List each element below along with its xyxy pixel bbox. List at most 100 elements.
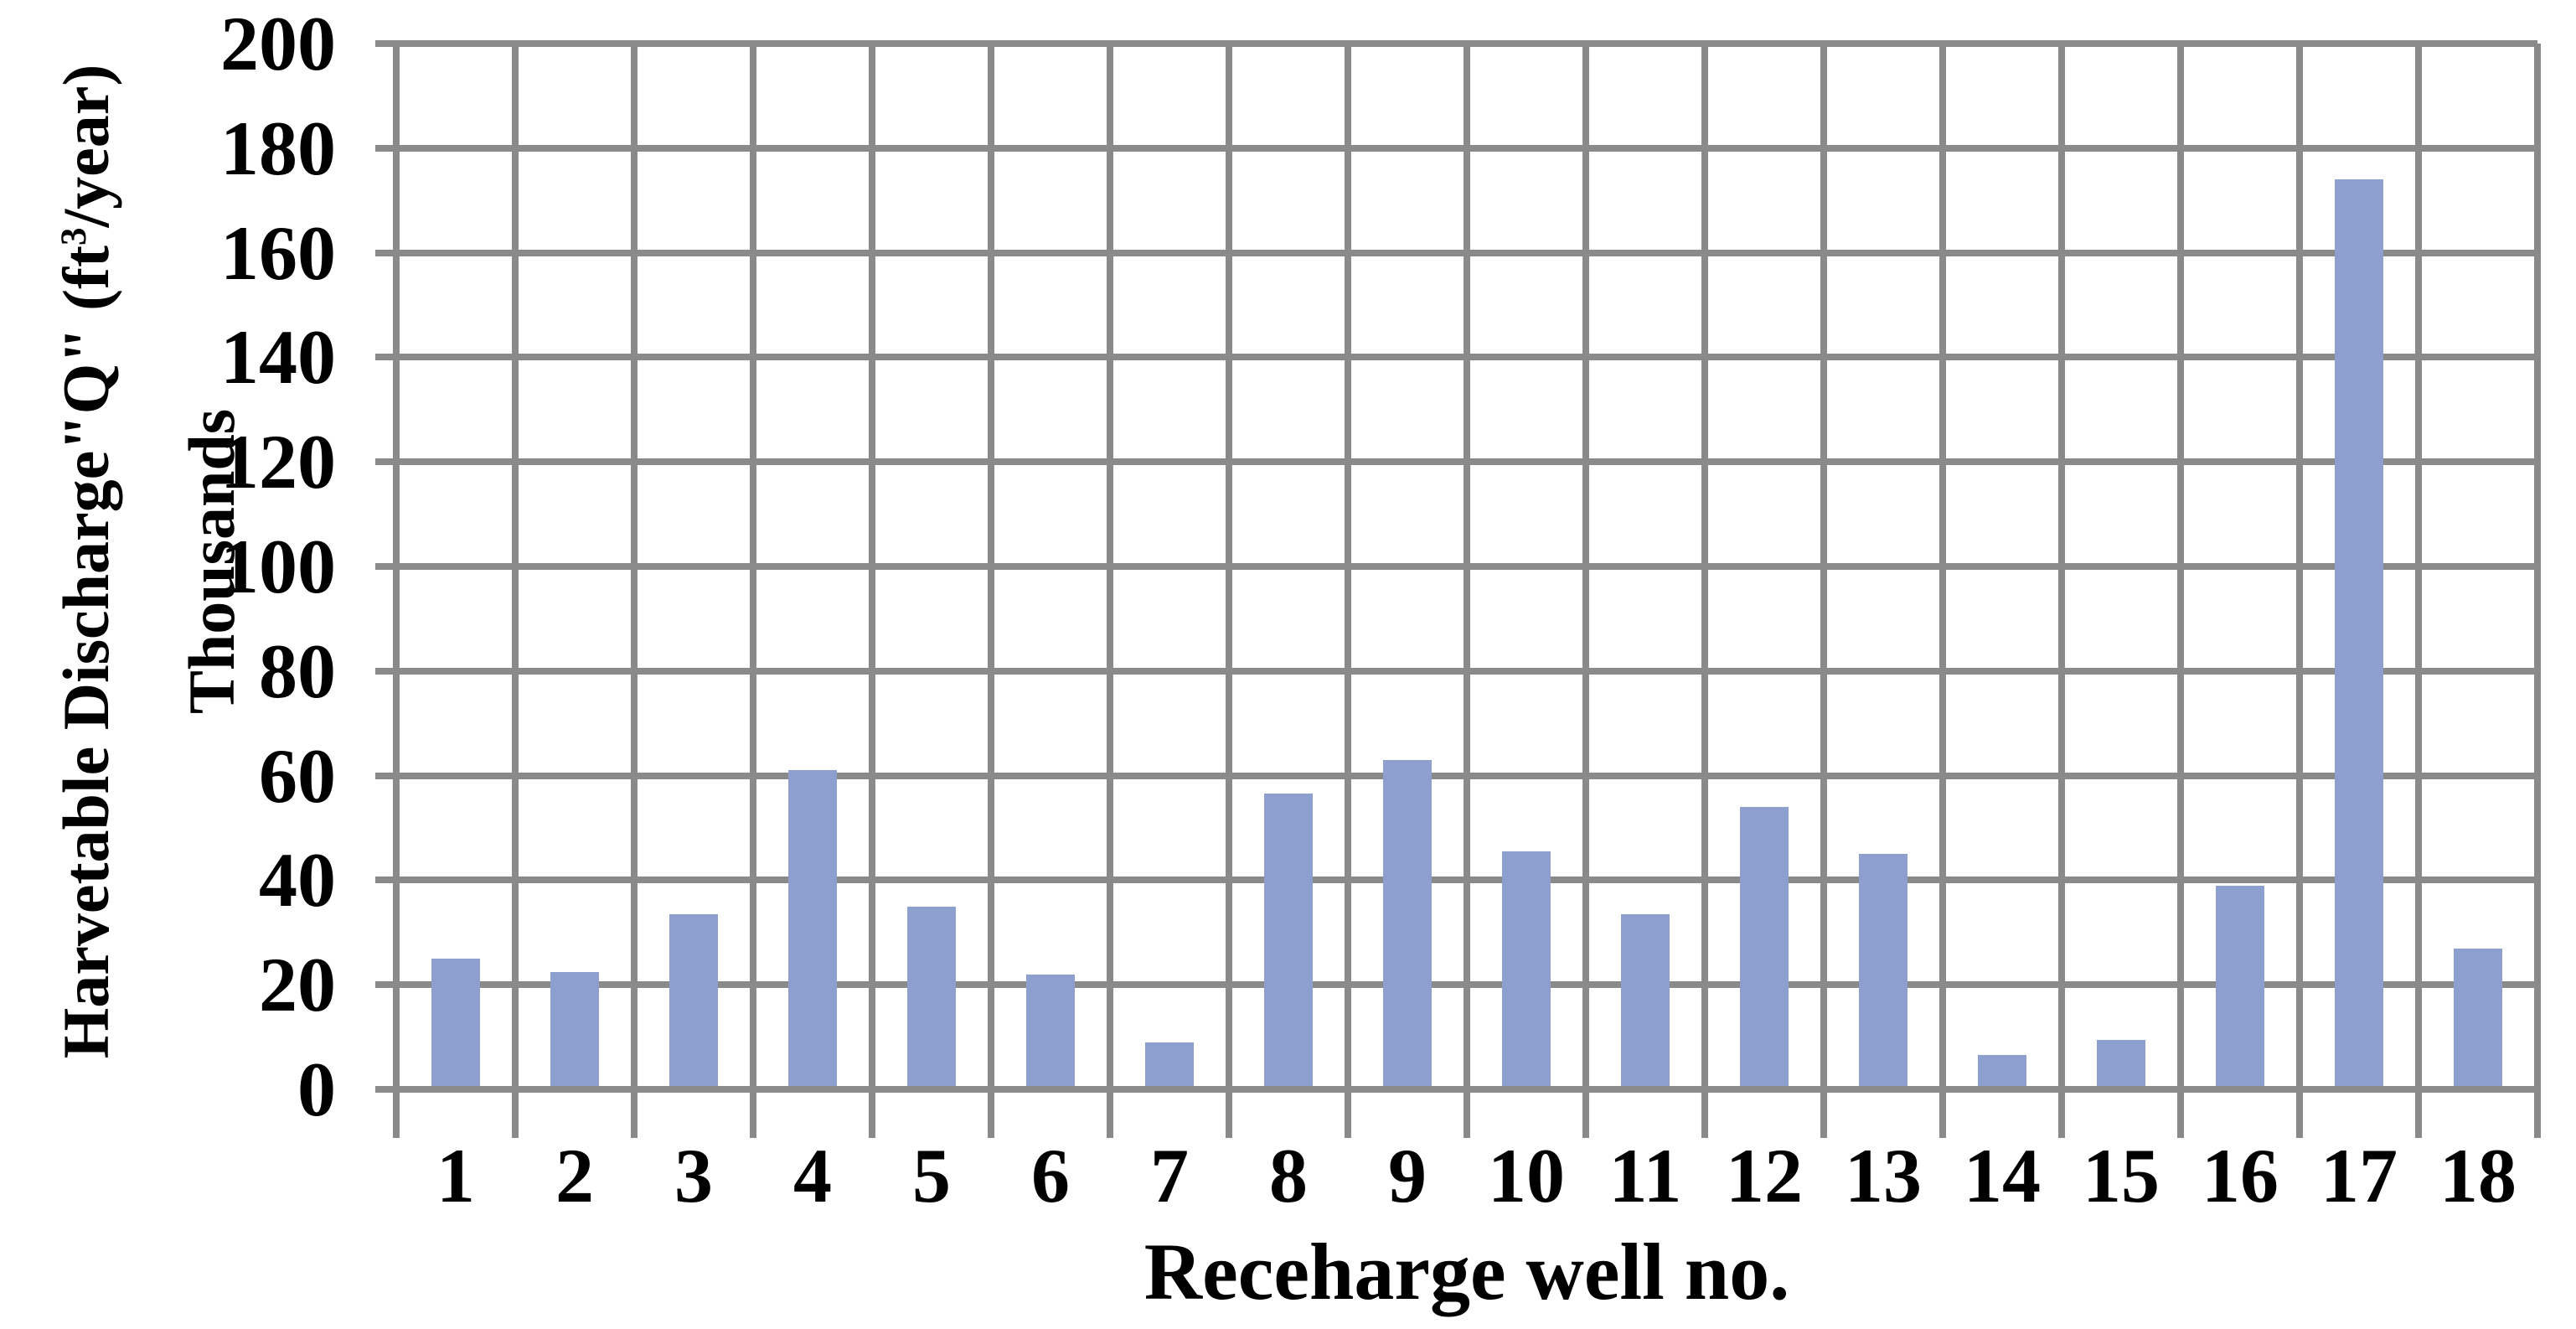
v-gridline <box>1939 44 1946 1089</box>
x-tick-mark <box>2296 1086 2303 1138</box>
x-tick-label: 10 <box>1488 1133 1565 1218</box>
bar-well-1 <box>431 959 480 1089</box>
y-tick-label: 0 <box>297 1047 336 1132</box>
bar-well-10 <box>1502 851 1551 1089</box>
bar-well-14 <box>1978 1055 2026 1089</box>
x-tick-mark <box>2177 1086 2184 1138</box>
y-tick-label: 120 <box>220 419 336 505</box>
bar-well-17 <box>2335 179 2383 1089</box>
v-gridline <box>1226 44 1232 1089</box>
x-tick-label: 18 <box>2439 1133 2517 1218</box>
x-tick-mark <box>631 1086 638 1138</box>
v-gridline <box>2534 44 2541 1089</box>
v-gridline <box>1582 44 1589 1089</box>
y-tick-mark <box>375 40 396 47</box>
v-gridline <box>2415 44 2422 1089</box>
bar-well-2 <box>550 971 599 1089</box>
x-tick-label: 8 <box>1269 1133 1308 1218</box>
x-tick-mark <box>1701 1086 1708 1138</box>
v-gridline <box>1107 44 1113 1089</box>
bar-well-5 <box>907 906 956 1089</box>
x-tick-mark <box>1939 1086 1946 1138</box>
x-tick-label: 3 <box>674 1133 713 1218</box>
y-tick-label: 40 <box>259 837 336 923</box>
v-gridline <box>869 44 875 1089</box>
v-gridline <box>512 44 519 1089</box>
bar-well-15 <box>2097 1039 2145 1089</box>
y-tick-label: 140 <box>220 314 336 401</box>
y-tick-label: 180 <box>220 105 336 191</box>
x-axis-line <box>396 1086 2537 1093</box>
y-tick-mark <box>375 877 396 884</box>
y-tick-label: 20 <box>259 942 336 1028</box>
v-gridline <box>2058 44 2065 1089</box>
x-tick-mark <box>1345 1086 1351 1138</box>
x-tick-label: 6 <box>1031 1133 1070 1218</box>
v-gridline <box>2177 44 2184 1089</box>
y-tick-mark <box>375 458 396 466</box>
v-gridline <box>1464 44 1470 1089</box>
x-tick-mark <box>1464 1086 1470 1138</box>
bar-well-12 <box>1740 807 1789 1089</box>
y-tick-mark <box>375 981 396 989</box>
x-tick-mark <box>393 1086 400 1138</box>
superscript-3: 3 <box>54 227 94 246</box>
x-tick-label: 15 <box>2083 1133 2160 1218</box>
x-tick-mark <box>1820 1086 1827 1138</box>
y-tick-mark <box>375 667 396 675</box>
plot-area: 0 20 40 60 80 100 120 140 160 180 200 1 2 3 4 5 6 7 8 9 10 11… <box>220 1 2541 1218</box>
v-gridline <box>1701 44 1708 1089</box>
y-tick-mark <box>375 144 396 152</box>
y-tick-mark <box>375 1086 396 1093</box>
x-tick-label: 14 <box>1964 1133 2041 1218</box>
y-tick-label: 80 <box>259 628 336 714</box>
y-axis-line <box>393 44 400 1089</box>
x-tick-label: 17 <box>2320 1133 2398 1218</box>
x-tick-label: 13 <box>1845 1133 1922 1218</box>
x-tick-label: 9 <box>1388 1133 1427 1218</box>
bar-well-8 <box>1264 794 1313 1089</box>
x-tick-label: 12 <box>1726 1133 1803 1218</box>
bar-well-16 <box>2216 885 2264 1089</box>
x-tick-label: 16 <box>2202 1133 2279 1218</box>
bar-well-3 <box>669 913 718 1089</box>
y-tick-label: 200 <box>220 1 336 86</box>
x-tick-label: 7 <box>1150 1133 1189 1218</box>
y-tick-mark <box>375 772 396 779</box>
y-tick-label: 100 <box>220 524 336 609</box>
v-gridline <box>631 44 638 1089</box>
x-tick-mark <box>988 1086 994 1138</box>
x-tick-label: 11 <box>1608 1133 1682 1218</box>
x-tick-mark <box>2534 1086 2541 1138</box>
v-gridline <box>750 44 756 1089</box>
x-tick-mark <box>1226 1086 1232 1138</box>
x-tick-mark <box>2415 1086 2422 1138</box>
y-tick-mark <box>375 249 396 256</box>
y-tick-mark <box>375 354 396 361</box>
x-tick-mark <box>869 1086 875 1138</box>
x-tick-mark <box>2058 1086 2065 1138</box>
bar-well-4 <box>788 770 837 1089</box>
y-tick-mark <box>375 563 396 570</box>
x-tick-label: 5 <box>912 1133 951 1218</box>
bar-well-11 <box>1621 913 1670 1089</box>
x-axis-title: Receharge well no. <box>1143 1227 1790 1316</box>
x-tick-label: 2 <box>555 1133 594 1218</box>
v-gridline <box>1345 44 1351 1089</box>
y-tick-label: 60 <box>259 732 336 819</box>
x-tick-mark <box>750 1086 756 1138</box>
bar-well-18 <box>2454 948 2502 1089</box>
x-tick-mark <box>512 1086 519 1138</box>
v-gridline <box>1820 44 1827 1089</box>
v-gridline <box>988 44 994 1089</box>
x-tick-mark <box>1107 1086 1113 1138</box>
x-tick-label: 4 <box>793 1133 832 1218</box>
bar-well-13 <box>1859 854 1907 1089</box>
x-tick-label: 1 <box>436 1133 475 1218</box>
bar-well-9 <box>1383 759 1432 1089</box>
v-gridline <box>2296 44 2303 1089</box>
x-tick-mark <box>1582 1086 1589 1138</box>
bar-well-7 <box>1145 1042 1194 1089</box>
bar-well-6 <box>1026 974 1075 1089</box>
